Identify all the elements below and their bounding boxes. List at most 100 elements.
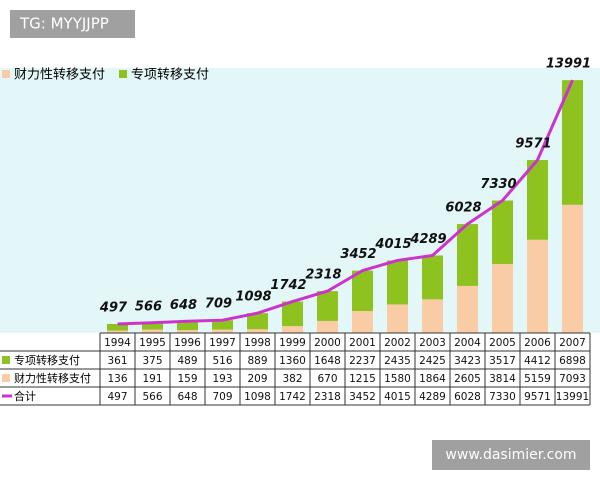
- table-value: 6898: [559, 355, 586, 367]
- bar-segment: [352, 311, 373, 333]
- row-label: 财力性转移支付: [14, 371, 91, 385]
- table-value: 516: [212, 355, 232, 367]
- data-label: 566: [135, 299, 162, 314]
- table-value: 382: [282, 373, 302, 385]
- x-tick-label: 1996: [174, 337, 201, 349]
- x-tick-label: 1999: [279, 337, 306, 349]
- data-label: 3452: [340, 247, 376, 262]
- bar-segment: [387, 260, 408, 305]
- bar-segment: [177, 330, 198, 333]
- x-tick-label: 2004: [454, 337, 481, 349]
- data-label: 497: [99, 301, 128, 316]
- data-label: 6028: [445, 201, 481, 216]
- x-tick-label: 1995: [139, 337, 166, 349]
- table-value: 1215: [349, 373, 376, 385]
- bar-segment: [457, 224, 478, 286]
- table-value: 3517: [489, 355, 516, 367]
- bar-segment: [457, 285, 478, 333]
- table-value: 709: [212, 391, 232, 403]
- data-label: 1098: [235, 290, 271, 305]
- table-value: 9571: [524, 391, 551, 403]
- bar-segment: [212, 320, 233, 330]
- table-value: 1648: [314, 355, 341, 367]
- table-value: 2435: [384, 355, 411, 367]
- table-value: 489: [177, 355, 197, 367]
- bar-segment: [107, 324, 128, 331]
- table-value: 2318: [314, 391, 341, 403]
- bar-segment: [562, 80, 583, 205]
- table-value: 3452: [349, 391, 376, 403]
- table-value: 209: [247, 373, 267, 385]
- legend-swatch: [119, 70, 128, 78]
- table-value: 670: [317, 373, 337, 385]
- bar-segment: [352, 270, 373, 312]
- row-label: 合计: [14, 389, 36, 403]
- table-value: 1360: [279, 355, 306, 367]
- x-tick-label: 2005: [489, 337, 516, 349]
- bar-segment: [282, 326, 303, 333]
- table-value: 497: [107, 391, 127, 403]
- bar-segment: [142, 322, 163, 330]
- bar-segment: [317, 291, 338, 321]
- data-label: 4289: [409, 232, 446, 247]
- table-value: 193: [212, 373, 232, 385]
- data-label: 13991: [546, 57, 591, 72]
- x-tick-label: 2002: [384, 337, 411, 349]
- table-value: 566: [142, 391, 162, 403]
- x-tick-label: 2000: [314, 337, 341, 349]
- bar-segment: [492, 264, 513, 333]
- table-value: 13991: [556, 391, 589, 403]
- table-value: 3423: [454, 355, 481, 367]
- data-label: 648: [170, 298, 197, 313]
- table-value: 191: [142, 373, 162, 385]
- bar-segment: [212, 329, 233, 333]
- watermark-box: [10, 10, 135, 38]
- x-tick-label: 1994: [104, 337, 131, 349]
- table-value: 361: [107, 355, 127, 367]
- table-value: 1098: [244, 391, 271, 403]
- watermark-box: [432, 440, 590, 470]
- table-value: 136: [107, 373, 127, 385]
- bar-segment: [422, 299, 443, 333]
- table-value: 4015: [384, 391, 411, 403]
- x-tick-label: 2006: [524, 337, 551, 349]
- data-label: 9571: [515, 137, 551, 152]
- bar-segment: [422, 255, 443, 300]
- legend-label: 专项转移支付: [131, 68, 209, 83]
- table-value: 4289: [419, 391, 446, 403]
- bar-segment: [387, 304, 408, 333]
- bar-segment: [527, 160, 548, 240]
- data-label: 1742: [270, 278, 306, 293]
- x-tick-label: 2003: [419, 337, 446, 349]
- watermark: www.dasimier.com: [445, 447, 576, 463]
- table-value: 648: [177, 391, 197, 403]
- row-swatch: [2, 374, 10, 382]
- legend-label: 财力性转移支付: [14, 68, 105, 83]
- table-value: 889: [247, 355, 267, 367]
- table-value: 3814: [489, 373, 516, 385]
- bar-segment: [247, 313, 268, 330]
- bar-segment: [142, 329, 163, 333]
- table-value: 159: [177, 373, 197, 385]
- table-value: 4412: [524, 355, 551, 367]
- table-value: 5159: [524, 373, 551, 385]
- bar-segment: [107, 330, 128, 333]
- x-tick-label: 2001: [349, 337, 376, 349]
- table-value: 375: [142, 355, 162, 367]
- table-value: 7093: [559, 373, 586, 385]
- table-value: 1580: [384, 373, 411, 385]
- table-value: 2605: [454, 373, 481, 385]
- bar-segment: [247, 329, 268, 333]
- table-value: 6028: [454, 391, 481, 403]
- row-swatch: [2, 356, 10, 364]
- table-value: 7330: [489, 391, 516, 403]
- x-tick-label: 2007: [559, 337, 586, 349]
- bar-segment: [527, 239, 548, 333]
- data-label: 709: [205, 297, 232, 312]
- table-value: 2237: [349, 355, 376, 367]
- bar-segment: [282, 301, 303, 327]
- bar-segment: [562, 204, 583, 333]
- data-label: 4015: [374, 237, 411, 252]
- x-tick-label: 1997: [209, 337, 236, 349]
